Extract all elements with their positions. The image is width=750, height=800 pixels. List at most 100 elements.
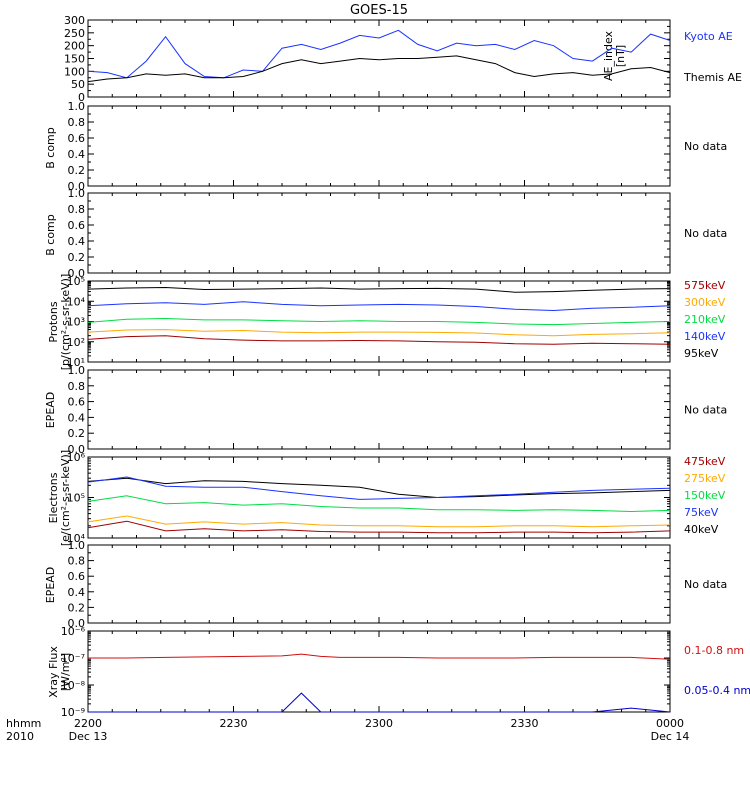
panel-bcomp2: 0.0 0.2 0.4 0.6 0.8 1.0 B comp No data	[44, 187, 727, 280]
panel-frame	[87, 105, 671, 187]
y-tick-label: 10¹	[67, 356, 85, 369]
series-line	[87, 477, 671, 499]
y-axis-label-line: [W/m²]	[59, 653, 72, 691]
y-tick-label: 0.4	[68, 235, 86, 248]
series-line	[87, 317, 671, 326]
y-tick-label: 0.4	[68, 586, 86, 599]
series-line	[87, 520, 671, 534]
panel-frame	[87, 544, 671, 624]
no-data-note: No data	[684, 578, 727, 591]
legend-entry: 0.05-0.4 nm	[684, 684, 750, 697]
no-data-note: No data	[684, 404, 727, 417]
y-axis-label: EPEAD	[44, 567, 57, 604]
series-line	[87, 335, 671, 345]
y-axis-label-line: EPEAD	[44, 392, 57, 429]
y-tick-label: 0.2	[68, 164, 86, 177]
legend-entry: Kyoto AE	[684, 30, 733, 43]
y-tick-label: 10⁻⁹	[61, 706, 85, 719]
y-tick-label: 0.0	[68, 443, 86, 456]
series-line	[87, 515, 671, 528]
y-axis-label: Xray Flux[W/m²]	[47, 646, 72, 698]
y-tick-label: 0.6	[68, 396, 86, 409]
y-tick-label: 300	[64, 14, 85, 27]
legend-entry: 0.1-0.8 nm	[684, 644, 744, 657]
y-tick-label: 1.0	[68, 100, 86, 113]
legend-entry: 95keV	[684, 347, 719, 360]
y-tick-label: 10²	[67, 336, 85, 349]
no-data-note: No data	[684, 140, 727, 153]
y-tick-label: 0.6	[68, 570, 86, 583]
y-tick-label: 10⁻⁶	[61, 625, 86, 638]
y-tick-label: 10⁵	[67, 275, 85, 288]
series-line	[87, 476, 671, 500]
y-tick-label: 0.2	[68, 251, 86, 264]
panel-epead1: 0.0 0.2 0.4 0.6 0.8 1.0 EPEAD No data	[44, 364, 727, 456]
y-tick-label: 0	[78, 91, 85, 104]
y-tick-label: 1.0	[68, 364, 86, 377]
y-axis-label-line: Electrons	[47, 472, 60, 523]
y-tick-label: 0.2	[68, 601, 86, 614]
series-line	[87, 286, 671, 293]
series-line	[87, 329, 671, 337]
y-axis-label-line: Xray Flux	[47, 646, 60, 698]
y-axis-label-line: EPEAD	[44, 567, 57, 604]
y-axis-label-line: [e/(cm²-s-sr-keV)]	[59, 450, 72, 546]
y-tick-label: 10⁴	[67, 295, 86, 308]
x-tick-label: 2200	[74, 717, 102, 730]
y-tick-label: 0.6	[68, 132, 86, 145]
year-label: 2010	[6, 730, 34, 743]
y-axis-label: B comp	[44, 214, 57, 256]
y-tick-label: 0.4	[68, 411, 86, 424]
y-tick-label: 0.8	[68, 380, 86, 393]
x-tick-label: 0000	[656, 717, 684, 730]
y-tick-label: 1.0	[68, 187, 86, 200]
y-axis-label: Electrons[e/(cm²-s-sr-keV)]	[47, 450, 72, 546]
y-tick-label: 150	[64, 53, 85, 66]
panel-bcomp1: 0.0 0.2 0.4 0.6 0.8 1.0 B comp No data	[44, 100, 727, 193]
x-tick-label: 2300	[365, 717, 393, 730]
y-axis-label-line: [nT]	[614, 45, 627, 67]
y-tick-label: 10³	[67, 316, 85, 329]
date-label-start: Dec 13	[69, 730, 108, 743]
y-tick-label: 0.2	[68, 427, 86, 440]
y-axis-label-line: [p/(cm²-s-sr-keV)]	[59, 274, 72, 371]
y-tick-label: 10⁻⁸	[61, 679, 86, 692]
y-tick-label: 0.4	[68, 148, 86, 161]
y-tick-label: 0.8	[68, 116, 86, 129]
legend-entry: 210keV	[684, 313, 726, 326]
y-tick-label: 0.0	[68, 267, 86, 280]
x-tick-label: 2230	[220, 717, 248, 730]
y-tick-label: 10⁻⁷	[61, 652, 85, 665]
y-tick-label: 10⁶	[67, 451, 86, 464]
y-axis-label-line: AE_index	[602, 30, 615, 81]
no-data-note: No data	[684, 227, 727, 240]
y-axis-label: EPEAD	[44, 392, 57, 429]
y-tick-label: 10⁴	[67, 532, 86, 545]
y-tick-label: 50	[71, 78, 85, 91]
plot-title: GOES-15	[350, 3, 408, 18]
legend-entry: 475keV	[684, 455, 726, 468]
legend-entry: 150keV	[684, 489, 726, 502]
y-axis-label-line: B comp	[44, 127, 57, 169]
series-line	[87, 495, 671, 513]
panel-frame	[87, 192, 671, 274]
panel-protons: 10¹10²10³10⁴10⁵Protons[p/(cm²-s-sr-keV)]…	[47, 274, 726, 371]
legend-entry: 275keV	[684, 472, 726, 485]
date-label-end: Dec 14	[651, 730, 690, 743]
y-tick-label: 250	[64, 27, 85, 40]
y-axis-label: B comp	[44, 127, 57, 169]
y-tick-label: 1.0	[68, 539, 86, 552]
y-tick-label: 0.0	[68, 617, 86, 630]
panel-frame	[87, 19, 671, 98]
y-tick-label: 10⁵	[67, 492, 85, 505]
y-axis-label: AE_index[nT]	[602, 30, 627, 81]
y-tick-label: 0.0	[68, 180, 86, 193]
series-line	[88, 692, 671, 713]
time-format-label: hhmm	[6, 717, 41, 730]
series-line	[87, 301, 671, 312]
legend-entry: 300keV	[684, 296, 726, 309]
